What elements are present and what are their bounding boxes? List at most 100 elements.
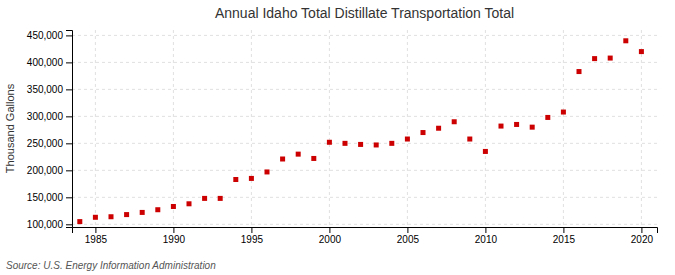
point	[467, 137, 472, 142]
grid-line	[329, 30, 330, 227]
point	[265, 169, 270, 174]
point	[296, 152, 301, 157]
point	[77, 219, 82, 224]
point	[140, 210, 145, 215]
point	[405, 137, 410, 142]
tick-mark	[485, 227, 486, 233]
y-axis-title: Thousand Gallons	[4, 83, 16, 173]
grid	[72, 30, 657, 227]
source: Source: U.S. Energy Information Administ…	[6, 260, 216, 271]
grid-line	[563, 30, 564, 227]
point	[93, 215, 98, 220]
grid-line	[72, 224, 657, 225]
tick-label: 1985	[85, 234, 108, 245]
point	[280, 156, 285, 161]
point	[155, 207, 160, 212]
grid-line	[72, 197, 657, 198]
tick-mark	[66, 170, 72, 171]
point	[389, 141, 394, 146]
tick: 2015	[553, 227, 576, 245]
tick: 250,000	[27, 138, 72, 149]
tick-mark	[251, 227, 252, 233]
tick-mark	[66, 143, 72, 144]
tick-label: 1990	[163, 234, 186, 245]
point	[218, 196, 223, 201]
point	[233, 177, 238, 182]
tick-label: 450,000	[27, 30, 64, 41]
tick: 1990	[163, 227, 186, 245]
point	[358, 142, 363, 147]
point	[343, 141, 348, 146]
point	[545, 115, 550, 120]
point	[623, 38, 628, 43]
tick-mark	[66, 89, 72, 90]
grid-line	[72, 170, 657, 171]
point	[452, 119, 457, 124]
tick: 2005	[397, 227, 420, 245]
grid-line	[95, 30, 96, 227]
tick: 400,000	[27, 57, 72, 68]
point	[483, 149, 488, 154]
point	[187, 201, 192, 206]
point	[436, 126, 441, 131]
tick-mark	[95, 227, 96, 233]
tick-mark	[66, 35, 72, 36]
tick-label: 350,000	[27, 84, 64, 95]
tick-label: 300,000	[27, 111, 64, 122]
point	[421, 130, 426, 135]
point	[202, 196, 207, 201]
tick: 2020	[631, 227, 654, 245]
grid-line	[407, 30, 408, 227]
tick-mark	[66, 62, 72, 63]
tick-label: 2015	[553, 234, 576, 245]
tick: 100,000	[27, 219, 72, 230]
tick: 300,000	[27, 111, 72, 122]
tick-mark	[173, 227, 174, 233]
tick-label: 150,000	[27, 192, 64, 203]
y-axis: 100,000 150,000 200,000 250,000 300,000 350,0…	[27, 30, 73, 230]
point	[499, 124, 504, 129]
tick-label: 2000	[319, 234, 342, 245]
plot: 19851990199520002005201020152020100,0001…	[27, 30, 658, 245]
grid-line	[173, 30, 174, 227]
grid-line	[72, 143, 657, 144]
tick: 150,000	[27, 192, 72, 203]
axis-line	[66, 31, 73, 228]
point	[592, 56, 597, 61]
point	[311, 156, 316, 161]
grid-line	[641, 30, 642, 227]
point	[514, 122, 519, 127]
grid-line	[72, 89, 657, 90]
point	[374, 142, 379, 147]
point	[327, 140, 332, 145]
tick-mark	[407, 227, 408, 233]
grid-line	[72, 35, 657, 36]
tick-mark	[641, 227, 642, 233]
tick-mark	[329, 227, 330, 233]
point	[109, 214, 114, 219]
tick: 1985	[85, 227, 108, 245]
tick: 200,000	[27, 165, 72, 176]
tick-label: 100,000	[27, 219, 64, 230]
tick: 2000	[319, 227, 342, 245]
x-axis: 1985 1990 1995 2000 2005 2010 2015 2020	[73, 227, 658, 245]
grid-line	[251, 30, 252, 227]
point	[124, 212, 129, 217]
tick: 350,000	[27, 84, 72, 95]
tick-mark	[66, 224, 72, 225]
tick-label: 2010	[475, 234, 498, 245]
tick-label: 2020	[631, 234, 654, 245]
points	[77, 38, 644, 224]
tick-label: 1995	[241, 234, 264, 245]
grid-line	[72, 116, 657, 117]
point	[577, 69, 582, 74]
tick: 2010	[475, 227, 498, 245]
axis-line	[73, 228, 658, 234]
tick-mark	[66, 197, 72, 198]
tick: 1995	[241, 227, 264, 245]
title: Annual Idaho Total Distillate Transporta…	[215, 5, 514, 21]
chart: 19851990199520002005201020152020100,0001…	[0, 0, 675, 275]
tick-label: 2005	[397, 234, 420, 245]
tick-mark	[66, 116, 72, 117]
point	[561, 110, 566, 115]
